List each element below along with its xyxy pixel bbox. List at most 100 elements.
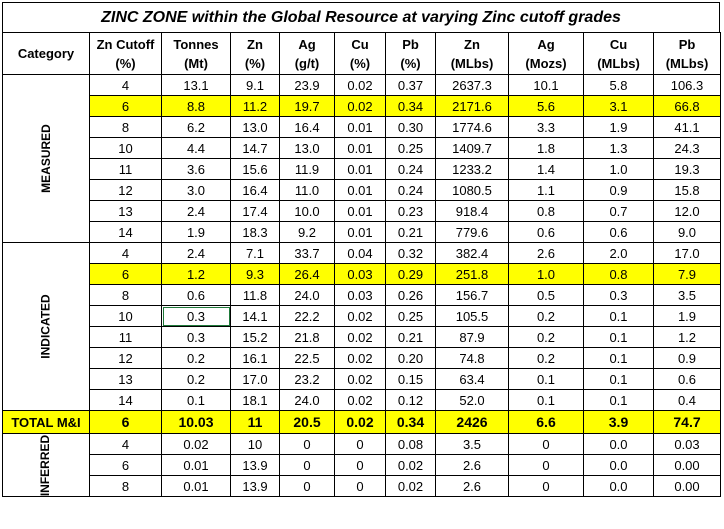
table-cell[interactable]: 2171.6 [435,95,509,117]
table-cell[interactable]: 2.0 [583,242,654,264]
table-cell[interactable]: 0.01 [334,158,386,180]
table-cell[interactable]: 382.4 [435,242,509,264]
table-cell[interactable]: 0.6 [161,284,231,306]
table-cell[interactable]: 0.7 [583,200,654,222]
total-cell[interactable]: 20.5 [279,410,335,434]
table-cell[interactable]: 3.3 [508,116,584,138]
table-cell[interactable]: 4 [89,433,162,455]
table-cell[interactable]: 0 [508,475,584,497]
table-cell[interactable]: 19.7 [279,95,335,117]
table-cell[interactable]: 7.1 [230,242,280,264]
category-measured[interactable]: MEASURED [2,74,90,243]
table-cell[interactable]: 1.2 [161,263,231,285]
table-cell[interactable]: 0.01 [334,221,386,243]
total-label[interactable]: TOTAL M&I [2,410,90,434]
table-cell[interactable]: 0.02 [385,454,436,476]
table-cell[interactable]: 14.1 [230,305,280,327]
table-cell[interactable]: 87.9 [435,326,509,348]
table-cell[interactable]: 16.4 [279,116,335,138]
table-cell[interactable]: 3.5 [435,433,509,455]
table-cell[interactable]: 1.9 [653,305,721,327]
table-cell[interactable]: 3.6 [161,158,231,180]
header-tonnes[interactable]: Tonnes (Mt) [161,32,231,75]
table-cell[interactable]: 13.0 [279,137,335,159]
table-cell[interactable]: 0.02 [334,368,386,390]
table-cell[interactable]: 0.1 [583,326,654,348]
category-indicated[interactable]: INDICATED [2,242,90,411]
header-pb-grade[interactable]: Pb (%) [385,32,436,75]
table-cell[interactable]: 6.2 [161,116,231,138]
table-cell[interactable]: 3.1 [583,95,654,117]
table-cell[interactable]: 13.0 [230,116,280,138]
table-cell[interactable]: 0 [279,454,335,476]
table-cell[interactable]: 2.4 [161,200,231,222]
table-cell[interactable]: 251.8 [435,263,509,285]
table-cell[interactable]: 0.30 [385,116,436,138]
table-cell[interactable]: 0.03 [653,433,721,455]
table-cell[interactable]: 4.4 [161,137,231,159]
total-cell[interactable]: 74.7 [653,410,721,434]
table-cell[interactable]: 1.3 [583,137,654,159]
table-cell[interactable]: 0.1 [583,368,654,390]
table-cell[interactable]: 0.20 [385,347,436,369]
table-cell[interactable]: 0.0 [583,475,654,497]
table-cell[interactable]: 0.6 [653,368,721,390]
total-cell[interactable]: 10.03 [161,410,231,434]
table-cell[interactable]: 0.00 [653,475,721,497]
table-cell[interactable]: 1774.6 [435,116,509,138]
header-ag-grade[interactable]: Ag (g/t) [279,32,335,75]
header-cu-grade[interactable]: Cu (%) [334,32,386,75]
table-cell[interactable]: 17.0 [653,242,721,264]
table-cell[interactable]: 0.12 [385,389,436,411]
table-cell[interactable]: 0.25 [385,305,436,327]
table-cell[interactable]: 3.5 [653,284,721,306]
table-cell[interactable]: 0.2 [161,368,231,390]
table-cell[interactable]: 0.25 [385,137,436,159]
header-zn-mlbs[interactable]: Zn (MLbs) [435,32,509,75]
table-cell[interactable]: 105.5 [435,305,509,327]
table-cell[interactable]: 0.1 [583,347,654,369]
table-cell[interactable]: 22.2 [279,305,335,327]
table-cell[interactable]: 0.02 [161,433,231,455]
table-cell[interactable]: 11.9 [279,158,335,180]
table-cell[interactable]: 66.8 [653,95,721,117]
table-cell[interactable]: 1.4 [508,158,584,180]
table-cell[interactable]: 0.37 [385,74,436,96]
table-cell[interactable]: 2.6 [508,242,584,264]
table-cell[interactable]: 1.9 [583,116,654,138]
table-cell[interactable]: 1.8 [508,137,584,159]
table-cell[interactable]: 0.02 [334,74,386,96]
table-cell[interactable]: 0 [279,433,335,455]
table-cell[interactable]: 0.29 [385,263,436,285]
table-cell[interactable]: 1.1 [508,179,584,201]
table-cell[interactable]: 0.02 [334,347,386,369]
total-cell[interactable]: 11 [230,410,280,434]
table-cell[interactable]: 8 [89,284,162,306]
total-cell[interactable]: 0.34 [385,410,436,434]
table-cell[interactable]: 13.9 [230,475,280,497]
table-cell[interactable]: 24.3 [653,137,721,159]
table-cell[interactable]: 0.0 [583,433,654,455]
table-cell[interactable]: 1.0 [583,158,654,180]
table-cell[interactable]: 0.32 [385,242,436,264]
table-cell[interactable]: 14 [89,389,162,411]
table-cell[interactable]: 0.21 [385,221,436,243]
table-cell[interactable]: 2.6 [435,475,509,497]
table-cell[interactable]: 0.23 [385,200,436,222]
table-cell[interactable]: 0.34 [385,95,436,117]
table-cell[interactable]: 0.2 [508,326,584,348]
table-cell[interactable]: 0.1 [583,389,654,411]
table-cell[interactable]: 11 [89,326,162,348]
total-cell[interactable]: 6.6 [508,410,584,434]
table-cell[interactable]: 0 [508,454,584,476]
table-cell[interactable]: 6 [89,263,162,285]
table-cell[interactable]: 0.1 [508,389,584,411]
table-cell[interactable]: 1.2 [653,326,721,348]
table-cell[interactable]: 0.9 [653,347,721,369]
table-cell[interactable]: 0.24 [385,179,436,201]
table-cell[interactable]: 0.01 [334,179,386,201]
total-cell[interactable]: 0.02 [334,410,386,434]
table-cell[interactable]: 9.3 [230,263,280,285]
total-cell[interactable]: 3.9 [583,410,654,434]
table-cell[interactable]: 12 [89,179,162,201]
